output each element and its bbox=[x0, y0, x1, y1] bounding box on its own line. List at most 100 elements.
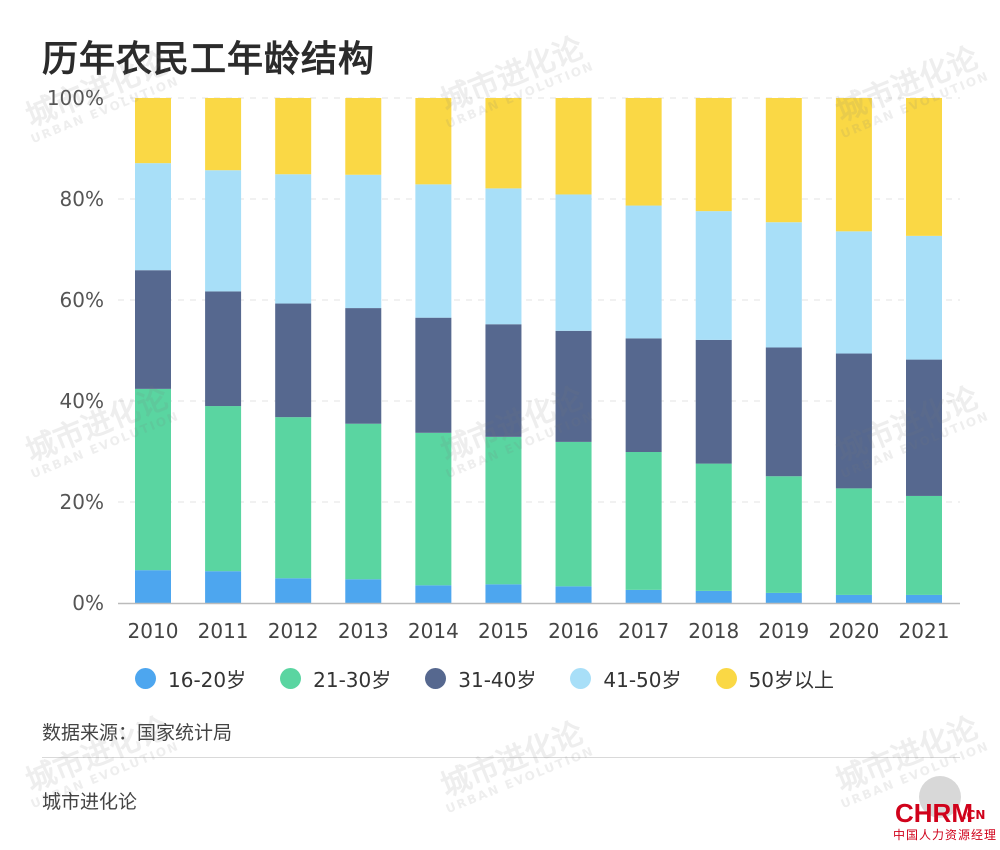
bar-segment bbox=[695, 590, 732, 603]
bar-segment bbox=[415, 317, 452, 433]
bar-segment bbox=[765, 98, 802, 223]
x-tick-label: 2010 bbox=[128, 619, 179, 643]
bar-segment bbox=[906, 98, 942, 236]
bar-segment bbox=[275, 578, 312, 603]
legend-label: 21-30岁 bbox=[313, 668, 392, 692]
bar-segment bbox=[835, 594, 872, 603]
x-tick-label: 2011 bbox=[198, 619, 249, 643]
y-tick-label: 60% bbox=[60, 288, 104, 312]
bar-segment bbox=[906, 495, 942, 595]
bar-segment bbox=[625, 205, 662, 339]
legend-label: 16-20岁 bbox=[168, 668, 247, 692]
bar-segment bbox=[205, 406, 242, 572]
x-tick-label: 2017 bbox=[618, 619, 669, 643]
bar-segment bbox=[555, 441, 592, 587]
x-tick-label: 2015 bbox=[478, 619, 529, 643]
bar-segment bbox=[625, 338, 662, 453]
bar-segment bbox=[625, 589, 662, 603]
divider bbox=[42, 757, 960, 758]
bar-segment bbox=[906, 235, 942, 360]
legend-label: 50岁以上 bbox=[748, 668, 834, 692]
bar-segment bbox=[415, 432, 452, 586]
x-tick-label: 2013 bbox=[338, 619, 389, 643]
y-tick-label: 20% bbox=[60, 490, 104, 514]
bar-segment bbox=[485, 324, 522, 437]
bar-segment bbox=[765, 347, 802, 477]
footer-brand: 城市进化论 bbox=[42, 791, 138, 813]
bar-segment bbox=[485, 188, 522, 325]
bar-segment bbox=[765, 592, 802, 603]
bar-segment bbox=[906, 594, 942, 603]
legend-item: 41-50岁 bbox=[570, 664, 682, 693]
bar-segment bbox=[555, 98, 592, 195]
x-tick-label: 2019 bbox=[758, 619, 809, 643]
chrm-logo-suffix: .CN bbox=[962, 808, 986, 822]
bar-segment bbox=[555, 194, 592, 331]
bar-segment bbox=[485, 98, 522, 189]
bar-segment bbox=[765, 222, 802, 348]
x-tick-label: 2020 bbox=[828, 619, 879, 643]
bar-segment bbox=[906, 359, 942, 496]
legend-item: 16-20岁 bbox=[135, 664, 246, 693]
bar-segment bbox=[275, 98, 312, 175]
bar-segment bbox=[835, 231, 872, 354]
bar-segment bbox=[415, 98, 452, 185]
y-tick-label: 80% bbox=[60, 187, 104, 211]
chart-title: 历年农民工年龄结构 bbox=[42, 39, 376, 80]
bar-segment bbox=[345, 174, 382, 309]
bar-segment bbox=[695, 211, 732, 340]
bar-segment bbox=[835, 353, 872, 489]
legend-label: 41-50岁 bbox=[603, 668, 682, 692]
legend-marker bbox=[280, 668, 302, 689]
x-tick-label: 2012 bbox=[268, 619, 319, 643]
bar-segment bbox=[695, 339, 732, 464]
bar-segment bbox=[205, 98, 242, 171]
chrm-logo: CHRM bbox=[895, 798, 973, 828]
legend-label: 31-40岁 bbox=[458, 668, 537, 692]
bar-segment bbox=[205, 571, 242, 603]
bar-segment bbox=[135, 570, 171, 603]
bar-segment bbox=[415, 585, 452, 603]
x-tick-label: 2018 bbox=[688, 619, 739, 643]
y-tick-label: 0% bbox=[72, 591, 104, 615]
chrm-logo-tagline: 中国人力资源经理 bbox=[893, 828, 998, 842]
legend-marker bbox=[570, 668, 592, 689]
legend-item: 50岁以上 bbox=[715, 664, 834, 693]
bar-segment bbox=[345, 423, 382, 580]
bar-segment bbox=[415, 184, 452, 318]
bar-segment bbox=[205, 291, 242, 407]
x-tick-label: 2014 bbox=[408, 619, 459, 643]
legend-item: 21-30岁 bbox=[280, 664, 391, 693]
legend-marker bbox=[715, 668, 737, 689]
bar-segment bbox=[695, 463, 732, 591]
bar-segment bbox=[555, 586, 592, 603]
bar-segment bbox=[135, 98, 171, 164]
legend-marker bbox=[425, 668, 447, 689]
bar-segment bbox=[485, 584, 522, 603]
bar-segment bbox=[695, 98, 732, 212]
bar-segment bbox=[345, 308, 382, 424]
bar-segment bbox=[555, 330, 592, 442]
bar-segment bbox=[625, 452, 662, 590]
legend-marker bbox=[135, 668, 156, 689]
bar-segment bbox=[135, 388, 171, 571]
y-tick-label: 100% bbox=[47, 86, 104, 110]
y-tick-label: 40% bbox=[60, 389, 104, 413]
bar-segment bbox=[485, 436, 522, 585]
x-tick-label: 2021 bbox=[899, 619, 950, 643]
bar-segment bbox=[135, 270, 171, 389]
bar-segment bbox=[345, 98, 382, 175]
bar-segment bbox=[765, 476, 802, 593]
bar-segment bbox=[275, 417, 312, 579]
bar-segment bbox=[835, 488, 872, 595]
bar-segment bbox=[275, 303, 312, 418]
logo-circle bbox=[919, 776, 961, 818]
x-tick-label: 2016 bbox=[548, 619, 599, 643]
legend-item: 31-40岁 bbox=[425, 664, 536, 693]
bar-segment bbox=[275, 174, 312, 304]
bar-segment bbox=[625, 98, 662, 206]
data-source: 数据来源：国家统计局 bbox=[42, 722, 233, 744]
bar-segment bbox=[135, 163, 171, 271]
bar-segment bbox=[205, 170, 242, 292]
